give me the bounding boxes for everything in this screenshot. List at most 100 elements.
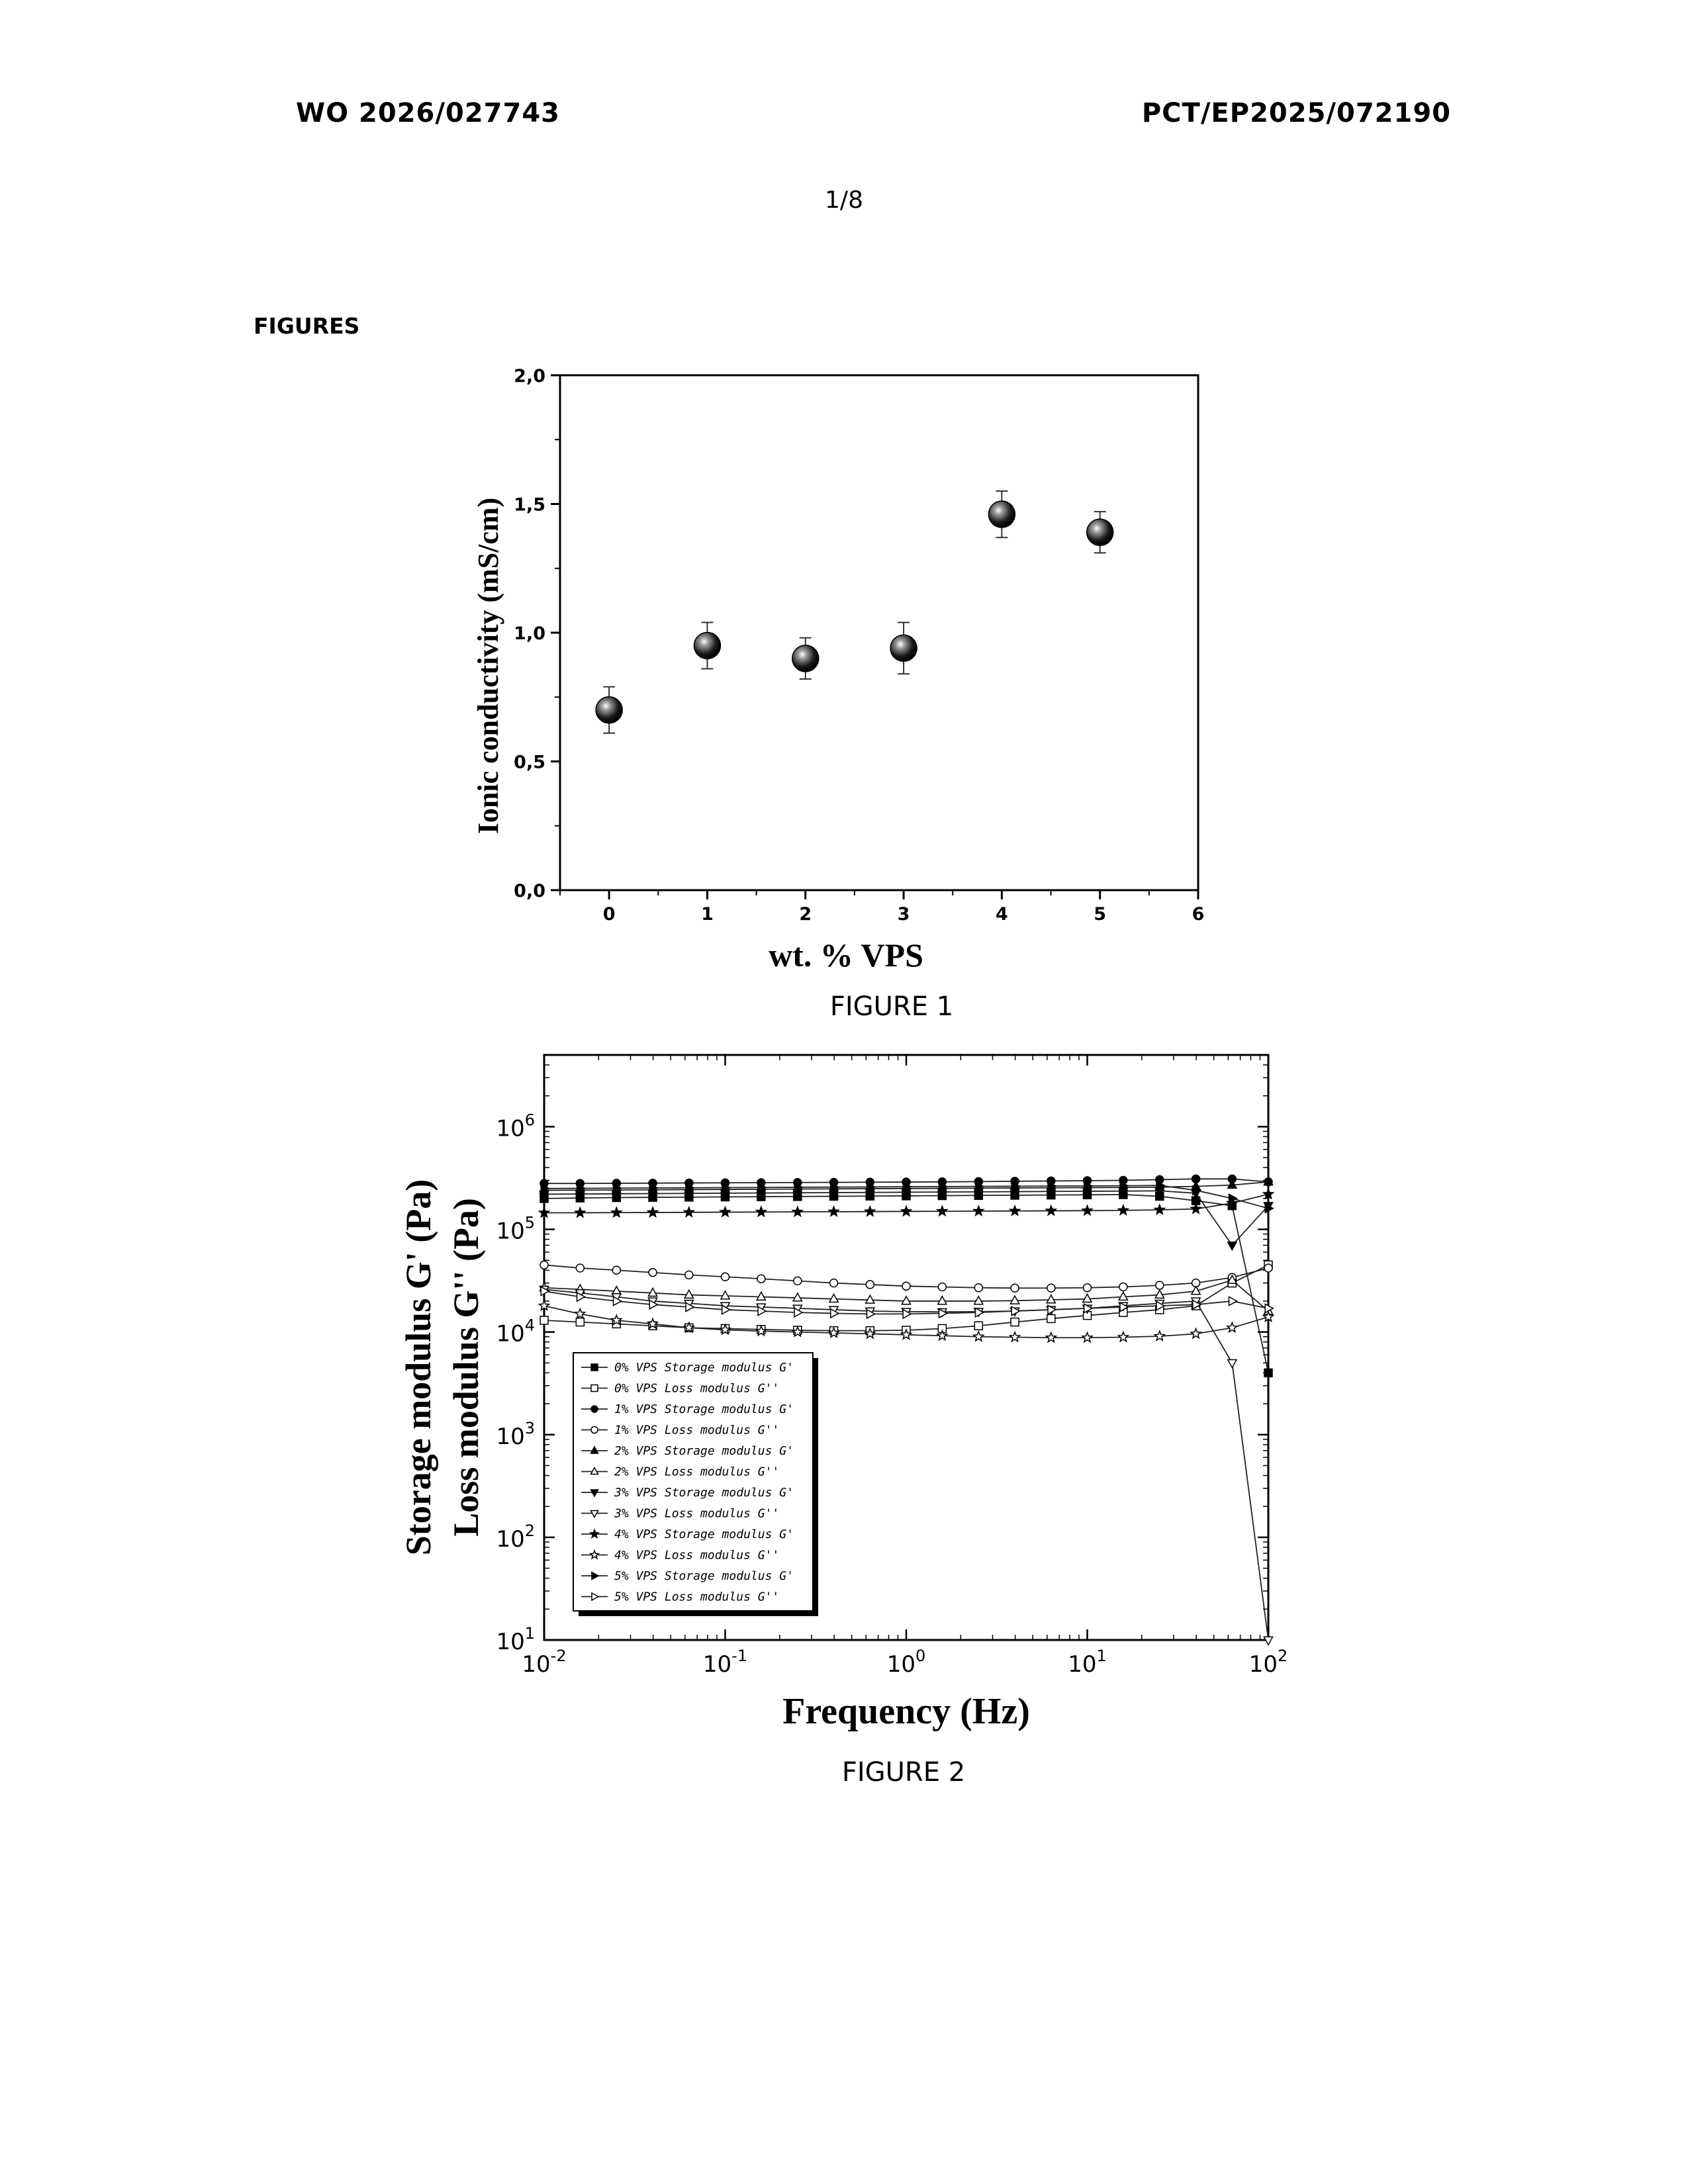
data-marker bbox=[682, 1321, 696, 1334]
x-tick-label: 10-1 bbox=[703, 1647, 747, 1678]
data-marker bbox=[900, 1328, 913, 1340]
data-marker bbox=[576, 1183, 586, 1194]
data-marker bbox=[863, 1327, 876, 1340]
data-point bbox=[693, 631, 722, 660]
legend-label: 0% VPS Loss modulus G'' bbox=[614, 1382, 779, 1396]
data-marker bbox=[610, 1206, 623, 1218]
data-marker bbox=[902, 1281, 911, 1291]
data-marker bbox=[974, 1181, 985, 1192]
data-marker bbox=[1082, 1283, 1092, 1293]
data-marker bbox=[1264, 1368, 1273, 1378]
data-marker bbox=[829, 1278, 839, 1288]
data-marker bbox=[755, 1205, 768, 1218]
data-marker bbox=[827, 1205, 841, 1217]
data-point bbox=[595, 696, 623, 724]
data-marker bbox=[1117, 1291, 1129, 1301]
y-tick-label: 103 bbox=[496, 1419, 535, 1450]
data-marker bbox=[590, 1489, 599, 1498]
figure1-caption: FIGURE 1 bbox=[829, 991, 954, 1022]
data-marker bbox=[682, 1205, 696, 1218]
data-marker bbox=[935, 1329, 949, 1342]
data-marker bbox=[685, 1302, 695, 1312]
legend-label: 3% VPS Storage modulus G' bbox=[614, 1486, 794, 1500]
data-marker bbox=[1263, 1636, 1274, 1646]
data-point bbox=[988, 500, 1016, 528]
data-marker bbox=[590, 1510, 599, 1519]
data-marker bbox=[539, 1316, 549, 1325]
data-marker bbox=[591, 1592, 600, 1602]
data-point bbox=[1086, 518, 1114, 547]
data-marker bbox=[938, 1308, 949, 1319]
data-marker bbox=[935, 1205, 949, 1217]
figure2-caption: FIGURE 2 bbox=[841, 1757, 966, 1788]
data-marker bbox=[1190, 1202, 1203, 1214]
data-marker bbox=[719, 1323, 731, 1336]
data-marker bbox=[610, 1314, 623, 1326]
data-marker bbox=[646, 1317, 659, 1330]
y-tick-label: 0,5 bbox=[514, 752, 545, 773]
data-marker bbox=[1227, 1242, 1238, 1251]
data-point bbox=[792, 645, 820, 672]
data-marker bbox=[573, 1307, 586, 1320]
data-marker bbox=[938, 1181, 949, 1192]
series-10 bbox=[540, 1180, 1274, 1214]
data-marker bbox=[575, 1317, 585, 1327]
data-marker bbox=[1190, 1327, 1203, 1340]
data-marker bbox=[590, 1405, 598, 1413]
application-number: PCT/EP2025/072190 bbox=[1141, 98, 1451, 128]
data-marker bbox=[538, 1206, 551, 1218]
data-marker bbox=[1154, 1289, 1165, 1299]
data-marker bbox=[1227, 1359, 1238, 1369]
data-marker bbox=[1045, 1204, 1058, 1216]
legend-label: 1% VPS Loss modulus G'' bbox=[614, 1424, 779, 1437]
data-marker bbox=[1082, 1293, 1093, 1303]
data-marker bbox=[794, 1307, 804, 1318]
data-marker bbox=[1009, 1295, 1020, 1304]
data-marker bbox=[576, 1291, 586, 1302]
data-marker bbox=[1119, 1180, 1129, 1191]
data-marker bbox=[937, 1295, 948, 1305]
y-tick-label: 101 bbox=[496, 1624, 535, 1655]
data-marker bbox=[1264, 1203, 1274, 1214]
data-marker bbox=[974, 1283, 984, 1293]
legend-label: 4% VPS Storage modulus G' bbox=[614, 1527, 794, 1541]
data-marker bbox=[1081, 1331, 1094, 1343]
data-marker bbox=[1264, 1263, 1273, 1273]
data-marker bbox=[588, 1528, 600, 1539]
data-marker bbox=[1227, 1179, 1238, 1189]
y-axis-title-line1: Storage modulus G' (Pa) bbox=[399, 1179, 438, 1556]
data-marker bbox=[866, 1181, 876, 1193]
data-marker bbox=[591, 1571, 600, 1580]
patent-number: WO 2026/027743 bbox=[296, 98, 560, 128]
data-marker bbox=[721, 1182, 731, 1193]
x-axis-title: Frequency (Hz) bbox=[782, 1691, 1030, 1732]
legend-label: 5% VPS Loss modulus G'' bbox=[614, 1590, 779, 1604]
data-marker bbox=[1047, 1304, 1057, 1315]
data-marker bbox=[612, 1265, 622, 1275]
data-point bbox=[890, 634, 917, 662]
data-marker bbox=[1010, 1283, 1019, 1293]
y-tick-label: 1,0 bbox=[514, 623, 545, 644]
data-marker bbox=[791, 1325, 804, 1338]
data-marker bbox=[828, 1293, 839, 1303]
data-marker bbox=[588, 1549, 600, 1560]
y-tick-label: 1,5 bbox=[514, 495, 545, 516]
data-marker bbox=[1153, 1203, 1166, 1216]
data-marker bbox=[539, 1260, 549, 1270]
legend-label: 2% VPS Loss modulus G'' bbox=[614, 1465, 779, 1479]
legend-label: 1% VPS Storage modulus G' bbox=[614, 1402, 794, 1416]
data-marker bbox=[757, 1182, 767, 1193]
data-marker bbox=[1227, 1274, 1238, 1284]
data-marker bbox=[721, 1304, 731, 1315]
data-marker bbox=[1225, 1321, 1239, 1334]
data-marker bbox=[1190, 1285, 1201, 1295]
x-tick-label: 100 bbox=[887, 1647, 926, 1678]
x-axis-title: wt. % VPS bbox=[769, 936, 923, 974]
data-marker bbox=[612, 1183, 623, 1194]
data-marker bbox=[900, 1205, 913, 1217]
data-marker bbox=[974, 1307, 985, 1318]
legend-label: 3% VPS Loss modulus G'' bbox=[614, 1507, 779, 1521]
data-marker bbox=[612, 1296, 623, 1306]
